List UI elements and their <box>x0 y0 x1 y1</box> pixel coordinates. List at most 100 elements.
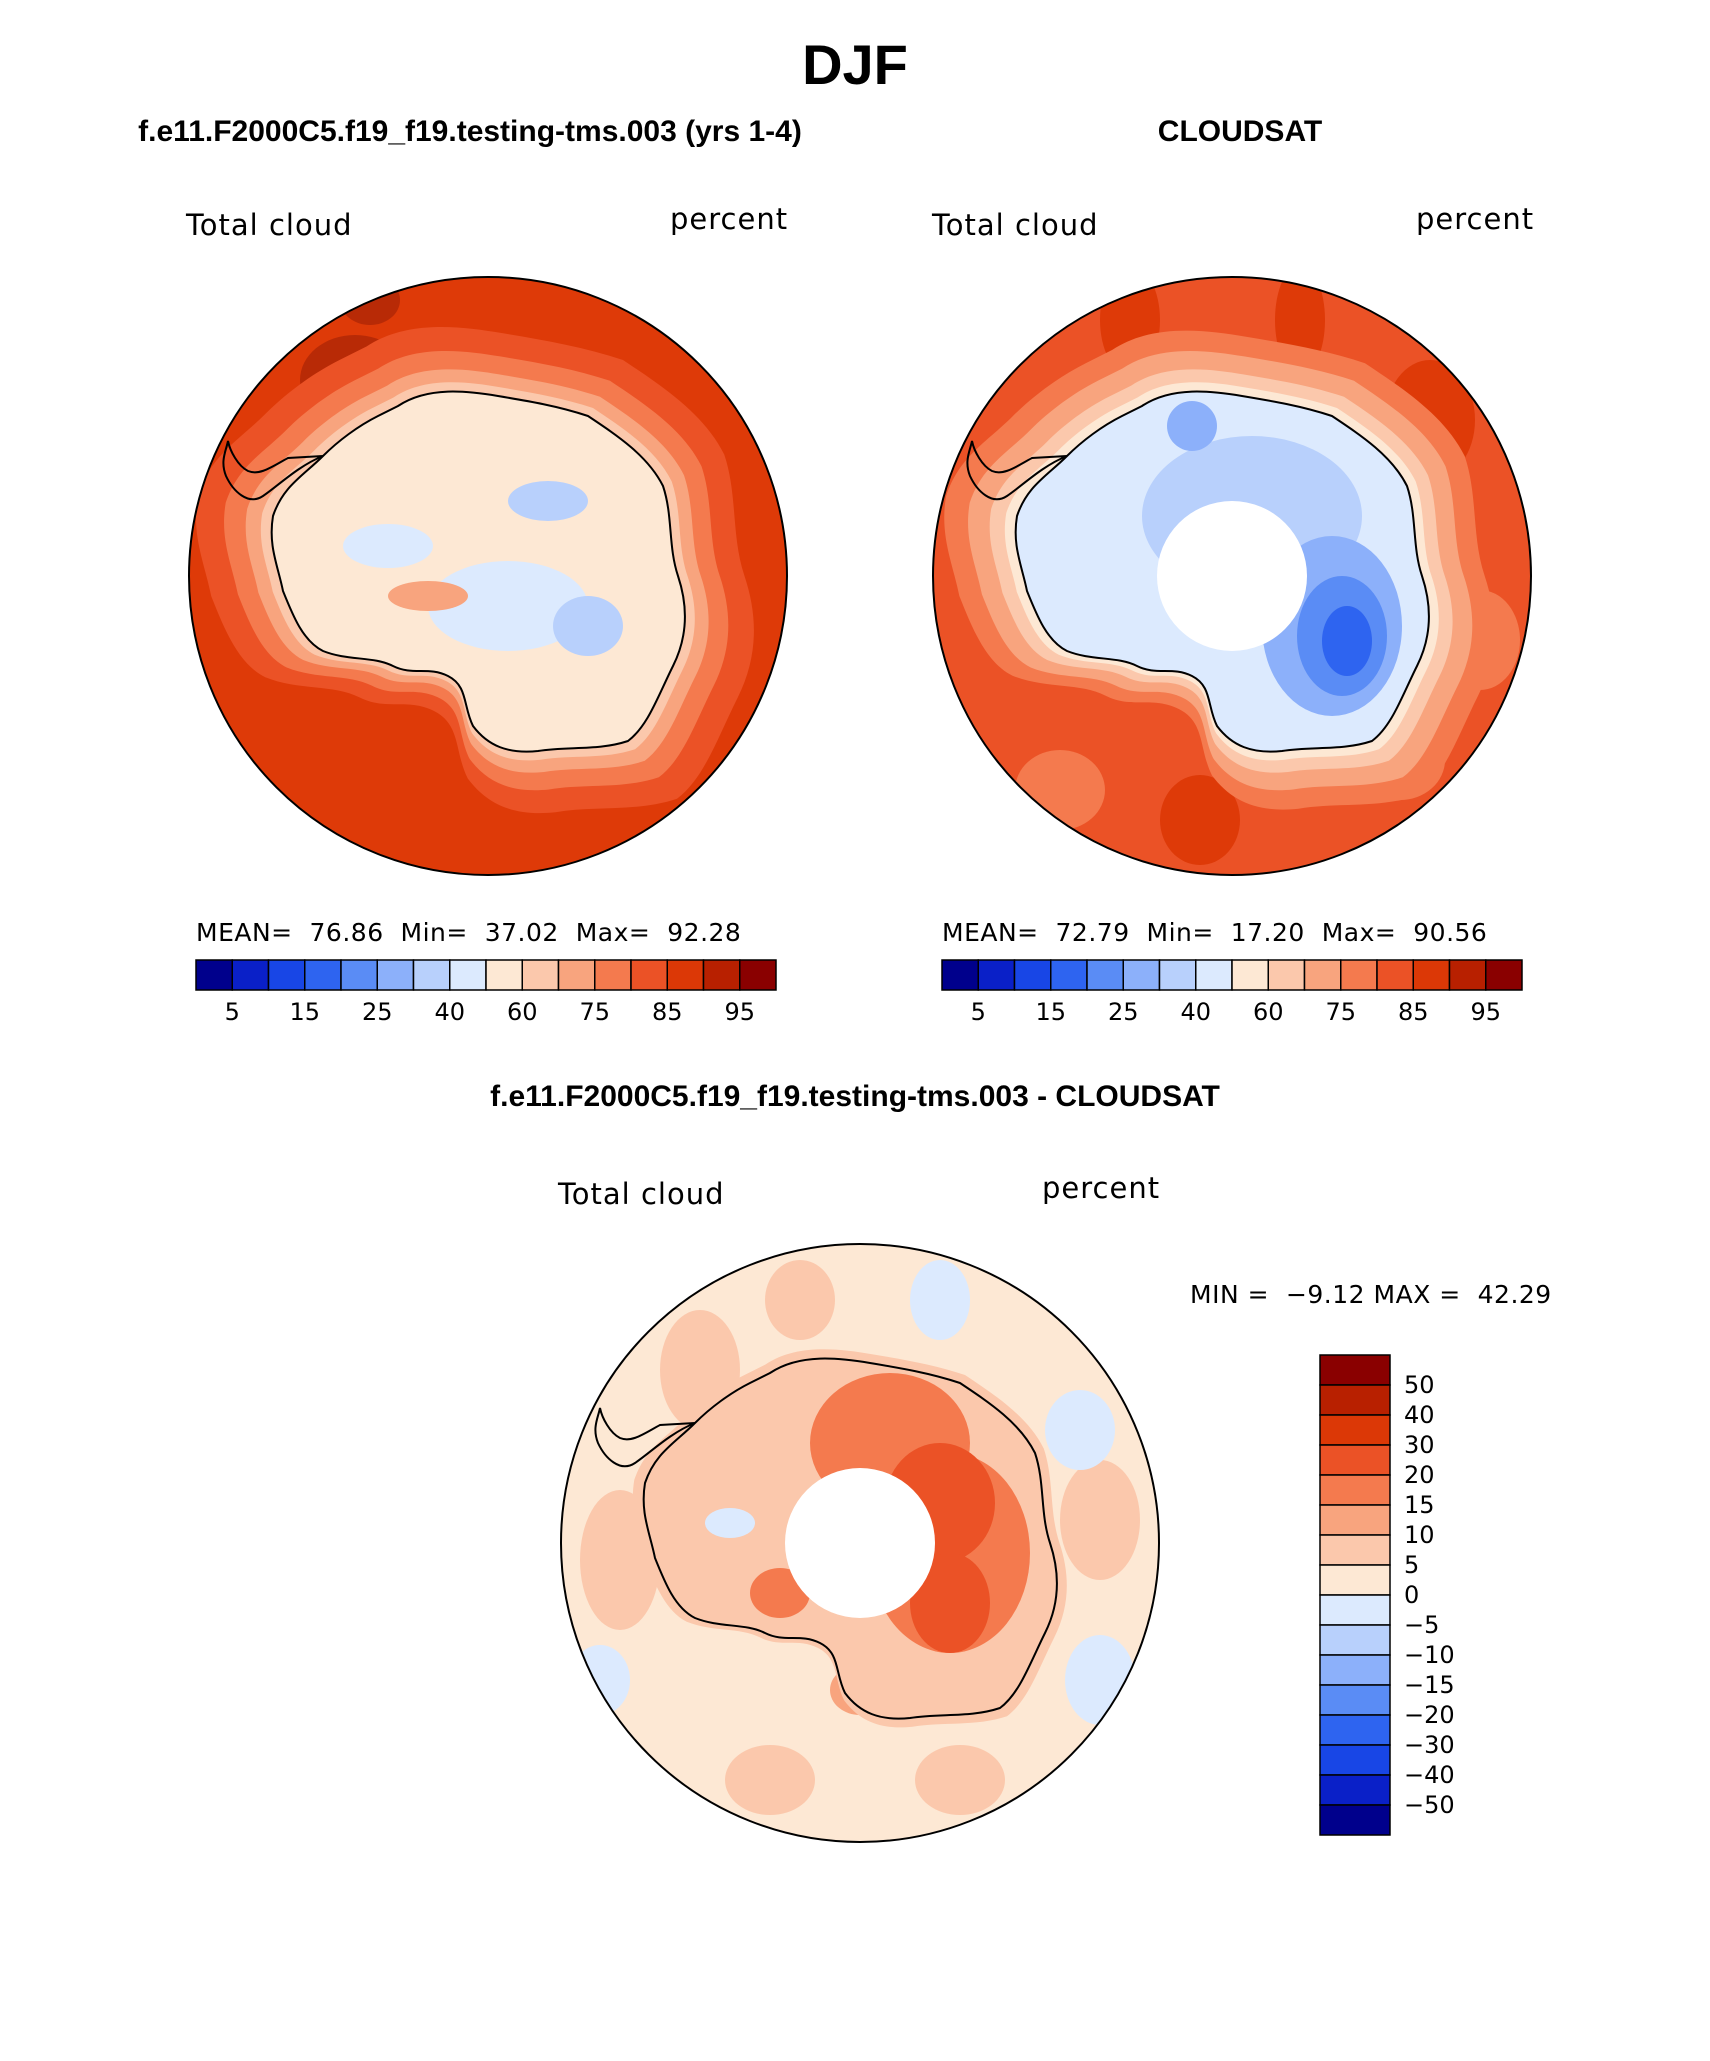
panel1-colorbar <box>195 959 777 991</box>
panel1-colorbar-box-6 <box>412 959 451 991</box>
panel2-colorbar-box-10 <box>1303 959 1342 991</box>
panel1-units-label: percent <box>670 202 789 236</box>
panel3-colorbar-box-4 <box>1319 1474 1391 1506</box>
panel2-colorbar-tick-label: 75 <box>1325 998 1357 1026</box>
panel2-map <box>933 277 1531 875</box>
panel2-colorbar-box-2 <box>1013 959 1052 991</box>
panel2-colorbar-box-9 <box>1267 959 1306 991</box>
panel3-map <box>561 1244 1159 1842</box>
panel1-colorbar-box-11 <box>594 959 632 991</box>
panel3-colorbar-box-7 <box>1319 1564 1391 1596</box>
panel3-colorbar-tick-label: 15 <box>1404 1491 1435 1519</box>
panel2-colorbar-box-14 <box>1448 959 1487 991</box>
panel1-colorbar-box-14 <box>702 959 741 991</box>
panel3-units-label: percent <box>1042 1171 1161 1205</box>
panel1-colorbar-box-5 <box>376 959 415 991</box>
panel3-colorbar-box-15 <box>1319 1804 1391 1836</box>
panel1-mean-value: 76.86 <box>309 918 384 947</box>
panel2-min-label: Min= <box>1146 918 1214 947</box>
panel3-map-border <box>560 1243 1160 1843</box>
panel2-map-border <box>932 276 1532 876</box>
panel1-max-value: 92.28 <box>667 918 742 947</box>
panel1-colorbar-box-15 <box>739 959 777 991</box>
panel1-map-border <box>188 276 788 876</box>
panel3-colorbar-box-5 <box>1319 1504 1391 1536</box>
panel1-colorbar-box-9 <box>521 959 560 991</box>
panel1-colorbar-tick-label: 75 <box>579 998 611 1026</box>
panel3-colorbar-tick-label: −20 <box>1404 1701 1455 1729</box>
panel3-colorbar-tick-label: 30 <box>1404 1431 1435 1459</box>
panel3-colorbar-tick-label: −15 <box>1404 1671 1455 1699</box>
panel3-colorbar-box-9 <box>1319 1624 1391 1656</box>
panel3-colorbar-box-14 <box>1319 1774 1391 1806</box>
panel2-colorbar-box-8 <box>1231 959 1269 991</box>
panel3-colorbar-tick-label: 10 <box>1404 1521 1435 1549</box>
panel2-colorbar-tick-label: 85 <box>1397 998 1429 1026</box>
panel3-max-value: 42.29 <box>1477 1280 1552 1309</box>
panel3-colorbar-box-0 <box>1319 1354 1391 1386</box>
panel2-colorbar-tick-label: 60 <box>1252 998 1284 1026</box>
panel2-colorbar-box-1 <box>977 959 1016 991</box>
panel1-colorbar-tick-label: 60 <box>506 998 538 1026</box>
panel2-colorbar-tick-label: 25 <box>1107 998 1139 1026</box>
panel3-min-label: MIN = <box>1190 1280 1270 1309</box>
panel1-colorbar-tick-label: 15 <box>289 998 321 1026</box>
panel3-colorbar-tick-label: −50 <box>1404 1791 1455 1819</box>
panel1-colorbar-box-3 <box>304 959 342 991</box>
panel2-colorbar-box-15 <box>1485 959 1523 991</box>
panel1-case-title: f.e11.F2000C5.f19_f19.testing-tms.003 (y… <box>138 115 802 148</box>
panel2-colorbar-tick-label: 40 <box>1180 998 1212 1026</box>
panel2-colorbar-box-12 <box>1376 959 1414 991</box>
panel1-colorbar-box-12 <box>630 959 668 991</box>
panel1-colorbar-tick-label: 5 <box>224 998 240 1026</box>
panel2-polar-gap <box>1157 501 1307 651</box>
panel2-colorbar-box-3 <box>1050 959 1088 991</box>
panel3-colorbar-box-2 <box>1319 1414 1391 1446</box>
panel3-colorbar-tick-label: 20 <box>1404 1461 1435 1489</box>
panel2-max-label: Max= <box>1321 918 1397 947</box>
panel1-colorbar-tick-label: 40 <box>434 998 466 1026</box>
panel1-stats: MEAN= 76.86 Min= 37.02 Max= 92.28 <box>196 918 741 947</box>
panel2-colorbar-tick-label: 15 <box>1035 998 1067 1026</box>
panel1-mean-label: MEAN= <box>196 918 293 947</box>
panel1-map <box>189 277 787 875</box>
panel3-colorbar-box-6 <box>1319 1534 1391 1566</box>
panel3-polar-gap <box>785 1468 935 1618</box>
panel3-stats: MIN = −9.12 MAX = 42.29 <box>1190 1280 1552 1309</box>
panel1-high-cloud-patch-2 <box>340 277 400 325</box>
panel1-min-label: Min= <box>400 918 468 947</box>
panel3-colorbar-tick-label: 40 <box>1404 1401 1435 1429</box>
panel1-min-value: 37.02 <box>484 918 559 947</box>
panel3-colorbar-tick-label: −5 <box>1404 1611 1440 1639</box>
panel3-variable-label: Total cloud <box>558 1177 725 1211</box>
panel1-variable-label: Total cloud <box>186 208 353 242</box>
panel3-case-title: f.e11.F2000C5.f19_f19.testing-tms.003 - … <box>490 1080 1220 1113</box>
panel2-mean-label: MEAN= <box>942 918 1039 947</box>
panel3-colorbar-tick-label: 50 <box>1404 1371 1435 1399</box>
panel1-colorbar-box-0 <box>195 959 233 991</box>
panel3-colorbar-tick-label: −40 <box>1404 1761 1455 1789</box>
panel2-case-title: CLOUDSAT <box>1157 115 1323 148</box>
panel1-colorbar-box-10 <box>557 959 596 991</box>
panel2-colorbar-tick-label: 95 <box>1470 998 1502 1026</box>
panel1-colorbar-box-4 <box>340 959 378 991</box>
panel3-colorbar-box-10 <box>1319 1654 1391 1686</box>
panel2-max-value: 90.56 <box>1413 918 1488 947</box>
panel2-variable-label: Total cloud <box>932 208 1099 242</box>
figure-title: DJF <box>802 33 908 96</box>
panel1-colorbar-tick-label: 85 <box>651 998 683 1026</box>
panel2-min-value: 17.20 <box>1230 918 1305 947</box>
panel2-units-label: percent <box>1416 202 1535 236</box>
panel3-colorbar-box-11 <box>1319 1684 1391 1716</box>
panel3-colorbar <box>1319 1354 1391 1836</box>
panel2-colorbar-tick-label: 5 <box>970 998 986 1026</box>
panel3-colorbar-box-8 <box>1319 1594 1391 1626</box>
panel1-colorbar-box-13 <box>666 959 705 991</box>
panel2-colorbar-box-5 <box>1122 959 1161 991</box>
panel3-colorbar-box-1 <box>1319 1384 1391 1416</box>
panel2-mean-value: 72.79 <box>1055 918 1130 947</box>
panel1-colorbar-box-8 <box>485 959 523 991</box>
panel2-colorbar-box-13 <box>1412 959 1451 991</box>
panel1-colorbar-box-7 <box>449 959 487 991</box>
